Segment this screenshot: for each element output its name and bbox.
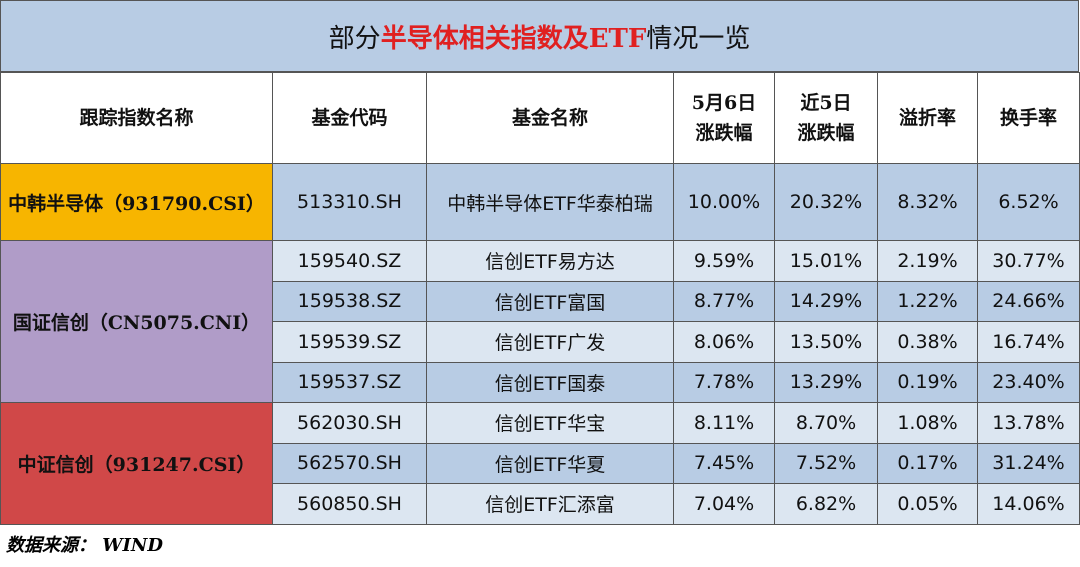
table-cell: 0.19% [877,361,978,403]
table-cell: 562030.SH [272,402,427,444]
table-cell: 30.77% [977,240,1080,282]
table-row: 159539.SZ 信创ETF广发 8.06% 13.50% 0.38% 16.74% [1,321,1080,363]
table-cell: 159540.SZ [272,240,427,282]
table-cell: 7.04% [673,483,775,525]
table-cell: 0.05% [877,483,978,525]
table-cell: 8.77% [673,280,775,322]
table-cell: 16.74% [977,321,1080,363]
table-row: 中证信创（931247.CSI） 562030.SH 信创ETF华宝 8.11% 8.7… [0,402,1080,525]
table-cell: 159537.SZ [272,361,427,403]
table-cell: 14.29% [774,280,878,322]
table-cell: 14.06% [977,483,1080,525]
header-cell: 近5日 涨跌幅 [774,72,878,164]
index-name-cell: 中韩半导体（931790.CSI） [0,163,273,241]
table-cell: 1.08% [877,402,978,444]
table-cell: 中韩半导体ETF华泰柏瑞 [426,163,674,241]
table-cell: 0.38% [877,321,978,363]
table-cell: 31.24% [977,442,1080,484]
header-cell: 跟踪指数名称 [0,72,273,164]
table-cell: 信创ETF易方达 [426,240,674,282]
table-cell: 9.59% [673,240,775,282]
table-cell: 10.00% [673,163,775,241]
table-row: 560850.SH 信创ETF汇添富 7.04% 6.82% 0.05% 14.06% [1,483,1080,525]
table-row: 国证信创（CN5075.CNI） 159540.SZ 信创ETF易方达 9.59% 15… [0,240,1080,403]
table-cell: 159538.SZ [272,280,427,322]
table-cell: 信创ETF华宝 [426,402,674,444]
table-cell: 6.52% [977,163,1080,241]
header-cell: 溢折率 [877,72,978,164]
table-cell: 13.50% [774,321,878,363]
table-cell: 24.66% [977,280,1080,322]
table: 跟踪指数名称 基金代码 基金名称 5月6日 涨跌幅 近5日 涨跌幅 溢折率 换手率 中韩半导… [0,72,1080,525]
source-note: 数据来源： WIND [6,534,163,556]
table-cell: 0.17% [877,442,978,484]
table-row: 562570.SH 信创ETF华夏 7.45% 7.52% 0.17% 31.24% [1,442,1080,484]
title-highlight: 半导体相关指数及ETF [380,23,647,54]
table-cell: 23.40% [977,361,1080,403]
table-cell: 8.06% [673,321,775,363]
table-cell: 15.01% [774,240,878,282]
header-cell: 基金代码 [272,72,427,164]
table-cell: 信创ETF富国 [426,280,674,322]
table-cell: 159539.SZ [272,321,427,363]
table-row: 中韩半导体（931790.CSI） 513310.SH 中韩半导体ETF华泰柏瑞 10… [0,163,1080,241]
header-cell: 换手率 [977,72,1080,164]
table-cell: 1.22% [877,280,978,322]
title-text: 部分 [328,23,381,54]
header-cell: 基金名称 [426,72,674,164]
table-cell: 8.70% [774,402,878,444]
table-cell: 562570.SH [272,442,427,484]
table-cell: 560850.SH [272,483,427,525]
table-cell: 8.11% [673,402,775,444]
table-cell: 2.19% [877,240,978,282]
table-cell: 20.32% [774,163,878,241]
index-name-cell: 中证信创（931247.CSI） [0,402,273,525]
table-cell: 13.29% [774,361,878,403]
table-cell: 信创ETF汇添富 [426,483,674,525]
table-cell: 信创ETF国泰 [426,361,674,403]
table-cell: 13.78% [977,402,1080,444]
header-cell: 5月6日 涨跌幅 [673,72,775,164]
title: 部分 半导体相关指数及ETF 情况一览 [0,0,1079,72]
table-cell: 信创ETF广发 [426,321,674,363]
table-cell: 信创ETF华夏 [426,442,674,484]
table-cell: 6.82% [774,483,878,525]
table-cell: 8.32% [877,163,978,241]
table-row: 159537.SZ 信创ETF国泰 7.78% 13.29% 0.19% 23.40% [1,361,1080,403]
header-row: 跟踪指数名称 基金代码 基金名称 5月6日 涨跌幅 近5日 涨跌幅 溢折率 换手率 [0,72,1080,164]
title-text: 情况一览 [646,23,751,54]
table-cell: 7.45% [673,442,775,484]
table-cell: 7.52% [774,442,878,484]
table-cell: 513310.SH [272,163,427,241]
index-name-cell: 国证信创（CN5075.CNI） [0,240,273,403]
table-row: 159538.SZ 信创ETF富国 8.77% 14.29% 1.22% 24.66% [1,280,1080,322]
table-cell: 7.78% [673,361,775,403]
